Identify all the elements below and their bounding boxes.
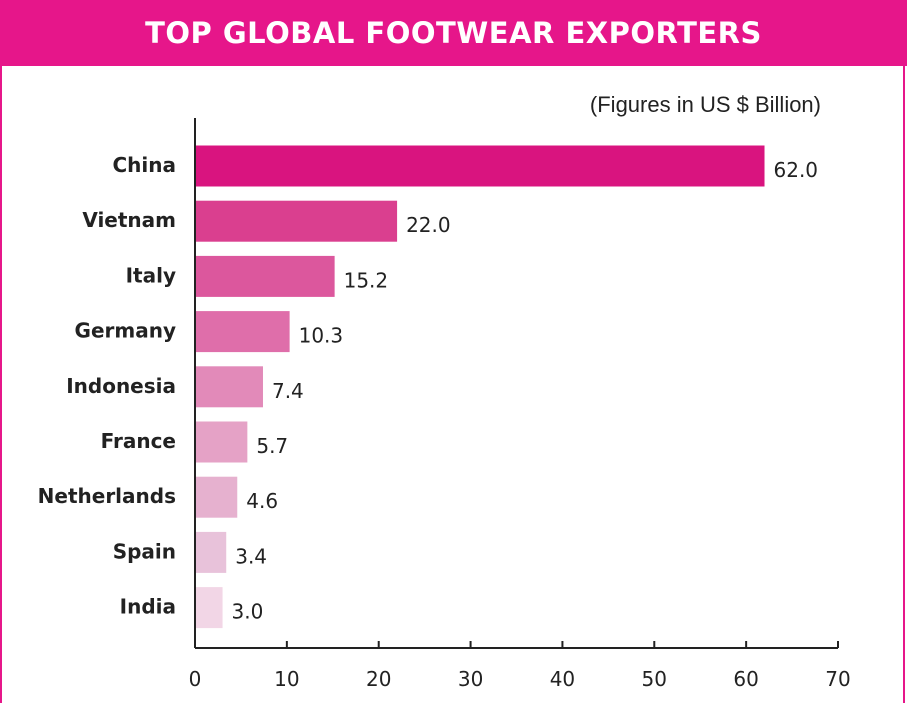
bar-spain [195, 531, 227, 573]
value-label-germany: 10.3 [299, 324, 344, 348]
x-tick-label-50: 50 [642, 667, 667, 691]
category-label-netherlands: Netherlands [38, 484, 176, 508]
x-tick-label-60: 60 [733, 667, 758, 691]
value-label-italy: 15.2 [344, 268, 389, 292]
x-tick-label-40: 40 [550, 667, 575, 691]
category-label-italy: Italy [126, 263, 176, 287]
unit-note: (Figures in US $ Billion) [589, 92, 821, 117]
bar-france [195, 421, 248, 463]
value-label-netherlands: 4.6 [246, 489, 278, 513]
bar-vietnam [195, 200, 398, 242]
value-label-india: 3.0 [232, 600, 264, 624]
value-label-france: 5.7 [256, 434, 288, 458]
bar-india [195, 587, 223, 629]
x-tick-label-20: 20 [366, 667, 391, 691]
category-label-spain: Spain [113, 539, 176, 563]
category-label-indonesia: Indonesia [66, 374, 176, 398]
x-tick-label-0: 0 [189, 667, 202, 691]
x-tick-label-70: 70 [825, 667, 850, 691]
category-label-china: China [112, 153, 176, 177]
category-label-france: France [101, 429, 176, 453]
value-label-indonesia: 7.4 [272, 379, 304, 403]
bar-italy [195, 255, 335, 297]
bar-china [195, 145, 765, 187]
value-label-vietnam: 22.0 [406, 213, 451, 237]
bar-indonesia [195, 366, 263, 408]
category-label-india: India [120, 595, 176, 619]
category-label-vietnam: Vietnam [82, 208, 176, 232]
title-bar: TOP GLOBAL FOOTWEAR EXPORTERS [0, 0, 907, 66]
value-label-china: 62.0 [774, 158, 819, 182]
x-tick-label-10: 10 [274, 667, 299, 691]
category-label-germany: Germany [75, 319, 176, 343]
value-label-spain: 3.4 [235, 544, 267, 568]
bar-germany [195, 311, 290, 353]
bar-netherlands [195, 476, 238, 518]
chart-title: TOP GLOBAL FOOTWEAR EXPORTERS [145, 16, 762, 50]
x-tick-label-30: 30 [458, 667, 483, 691]
